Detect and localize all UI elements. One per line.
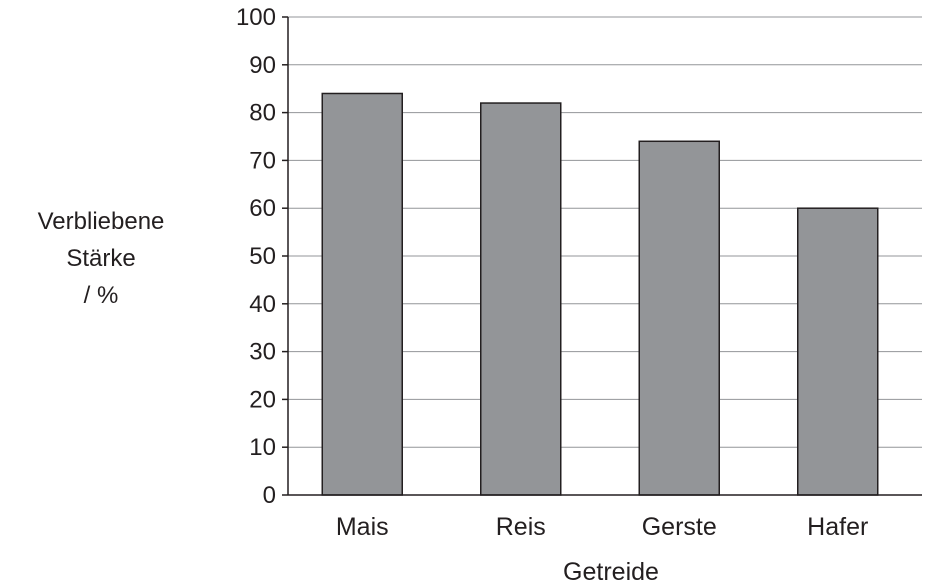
y-tick-label: 90 <box>249 52 276 79</box>
y-axis-title-line: / % <box>84 282 119 309</box>
x-tick-label: Mais <box>336 513 389 541</box>
axes <box>282 16 922 496</box>
y-tick-label: 100 <box>236 4 276 31</box>
y-tick-label: 40 <box>249 291 276 318</box>
x-tick-label: Gerste <box>642 513 717 541</box>
y-tick-label: 10 <box>249 434 276 461</box>
x-tick-label: Hafer <box>807 513 868 541</box>
y-axis-title: Verbliebene Stärke / % <box>38 208 165 309</box>
y-tick-label: 0 <box>263 482 276 509</box>
y-tick-labels: 0 10 20 30 40 50 60 70 80 90 100 <box>236 4 276 509</box>
x-tick-label: Reis <box>496 513 546 541</box>
x-axis-title: Getreide <box>563 558 659 583</box>
bar-reis <box>480 102 562 496</box>
y-axis-title-line: Verbliebene <box>38 208 165 235</box>
x-tick-labels: Mais Reis Gerste Hafer <box>336 513 868 541</box>
y-tick-label: 60 <box>249 195 276 222</box>
bar-mais <box>321 92 403 496</box>
bars <box>321 92 879 496</box>
y-tick-label: 50 <box>249 243 276 270</box>
y-tick-label: 70 <box>249 147 276 174</box>
bar-hafer <box>797 207 879 496</box>
bar-gerste <box>638 140 720 496</box>
y-tick-label: 30 <box>249 339 276 366</box>
y-axis-title-line: Stärke <box>66 245 135 272</box>
y-tick-label: 20 <box>249 386 276 413</box>
y-tick-label: 80 <box>249 100 276 127</box>
